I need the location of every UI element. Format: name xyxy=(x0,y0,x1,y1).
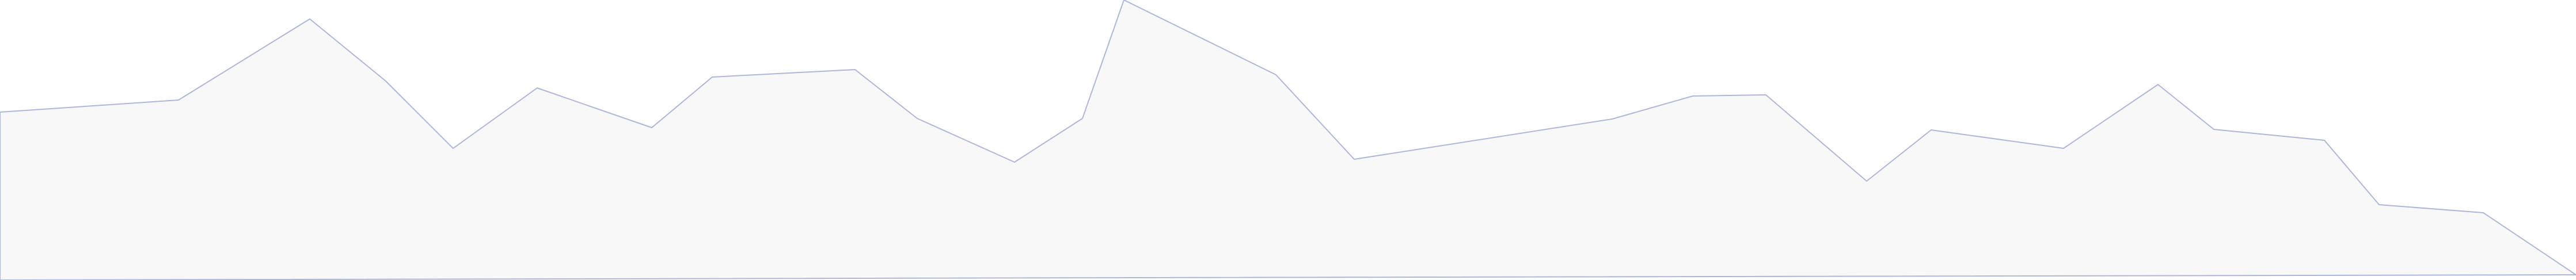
area-series-fill xyxy=(0,0,2576,280)
chart-area xyxy=(0,0,2576,280)
area-chart xyxy=(0,0,2576,280)
